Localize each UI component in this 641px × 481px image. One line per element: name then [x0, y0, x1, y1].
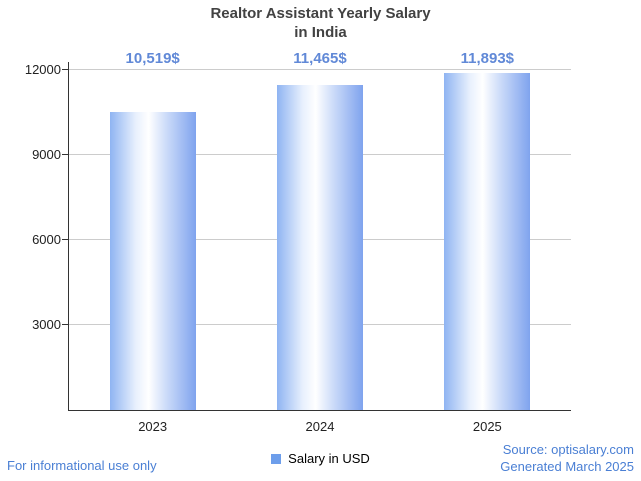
y-axis-label-9000: 9000 — [32, 147, 61, 162]
x-axis-label-2025: 2025 — [472, 419, 502, 434]
legend-label: Salary in USD — [288, 451, 370, 466]
legend-swatch-icon — [271, 453, 282, 464]
value-label-2023: 10,519$ — [125, 50, 180, 67]
legend: Salary in USD — [0, 451, 641, 466]
chart-title-line1: Realtor Assistant Yearly Salary — [210, 5, 431, 22]
bar-2024[interactable] — [277, 85, 363, 410]
bar-2023[interactable] — [109, 111, 196, 410]
generated-date: Generated March 2025 — [500, 459, 634, 475]
y-axis-label-3000: 3000 — [32, 317, 61, 332]
y-axis-label-12000: 12000 — [24, 62, 61, 77]
value-label-2024: 11,465$ — [293, 50, 347, 67]
chart-title-line2: in India — [294, 23, 347, 41]
plot-area: 3000 6000 9000 12000 10,519$ 2023 11,465$ 2024 1… — [25, 50, 571, 434]
y-tick-3000 — [62, 324, 68, 325]
footer-disclaimer: For informational use only — [7, 458, 157, 473]
bar-2025[interactable] — [444, 73, 531, 410]
chart-title: Realtor Assistant Yearly Salary in India — [0, 5, 641, 43]
y-axis-label-6000: 6000 — [32, 232, 61, 247]
value-label-2025: 11,893$ — [460, 50, 515, 67]
x-axis-label-2024: 2024 — [305, 419, 335, 434]
y-tick-12000 — [62, 69, 68, 70]
footer-source-block: Source: optisalary.com Generated March 2… — [500, 442, 634, 476]
gridline-12000 — [69, 69, 571, 70]
x-axis-label-2023: 2023 — [138, 419, 168, 434]
source-link[interactable]: Source: optisalary.com — [502, 442, 634, 458]
y-tick-6000 — [62, 239, 68, 240]
y-tick-9000 — [62, 154, 68, 155]
